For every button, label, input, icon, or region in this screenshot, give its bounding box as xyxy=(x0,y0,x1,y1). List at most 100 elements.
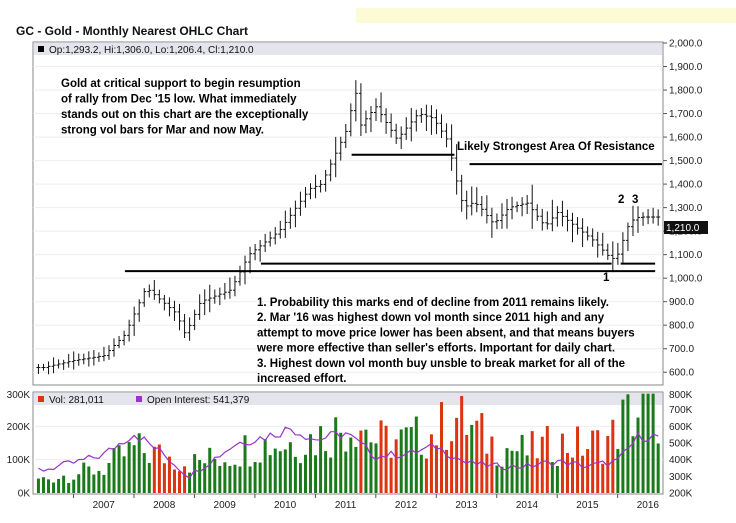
ohlc-bar xyxy=(636,206,641,233)
volume-bar xyxy=(419,454,423,493)
volume-bar xyxy=(263,439,267,493)
price-tick-label: 1,300.0 xyxy=(669,203,703,214)
ohlc-bar xyxy=(298,191,303,216)
ohlc-bar xyxy=(489,207,494,238)
last-price-box xyxy=(664,221,708,234)
volume-legend-bar xyxy=(34,393,662,405)
year-tick-label: 2015 xyxy=(576,500,599,511)
volume-bar xyxy=(283,449,287,493)
volume-bar xyxy=(364,429,368,493)
volume-bar xyxy=(505,448,509,493)
volume-bar xyxy=(389,457,393,493)
ohlc-bar xyxy=(449,124,454,171)
volume-bar xyxy=(157,444,161,493)
ohlc-bar xyxy=(484,195,489,224)
volume-bar xyxy=(429,434,433,493)
ohlc-bar xyxy=(323,169,328,192)
volume-bar xyxy=(384,425,388,493)
volume-bar xyxy=(470,424,474,493)
ohlc-bar xyxy=(288,207,293,229)
ohlc-bar xyxy=(358,83,363,136)
volume-bar xyxy=(47,479,51,493)
ohlc-bar xyxy=(248,246,253,274)
ohlc-bar xyxy=(187,317,192,341)
price-tick-label: 1,400.0 xyxy=(669,180,703,191)
volume-bar xyxy=(147,462,151,493)
volume-bar xyxy=(268,455,272,493)
volume-bar xyxy=(127,442,131,493)
ohlc-bar xyxy=(112,338,117,357)
volume-bar xyxy=(490,436,494,493)
analysis-note-line: increased effort. xyxy=(257,373,346,385)
volume-bar xyxy=(324,451,328,493)
price-tick-label: 2,000.0 xyxy=(669,39,703,50)
resistance-label: Likely Strongest Area Of Resistance xyxy=(457,141,655,153)
volume-bar xyxy=(550,462,554,493)
ohlc-bar xyxy=(212,289,217,304)
ohlc-bar xyxy=(328,159,333,182)
volume-bar xyxy=(193,454,197,493)
volume-bar xyxy=(238,466,242,493)
oi-tick-label: 400K xyxy=(669,455,693,466)
chart-title: GC - Gold - Monthly Nearest OHLC Chart xyxy=(16,24,248,38)
ohlc-bar xyxy=(71,351,76,370)
analysis-note-line: attempt to move price lower has been abs… xyxy=(257,327,635,339)
ohlc-bar xyxy=(81,353,86,365)
volume-bar xyxy=(586,449,590,493)
volume-bar xyxy=(495,465,499,493)
intro-note-line: stands out on this chart are the excepti… xyxy=(61,109,309,121)
ohlc-bar xyxy=(585,226,590,241)
volume-tick-label: 200K xyxy=(7,422,31,433)
ohlc-bar xyxy=(106,345,111,360)
ohlc-bar xyxy=(338,136,343,161)
year-tick-label: 2012 xyxy=(395,500,418,511)
ohlc-bar xyxy=(258,240,263,262)
year-tick-label: 2011 xyxy=(335,500,357,511)
intro-note-line: Gold at critical support to begin resump… xyxy=(61,78,301,90)
volume-bar xyxy=(611,419,615,493)
ohlc-bar xyxy=(348,103,353,137)
ohlc-bar xyxy=(132,306,137,336)
ohlc-bar xyxy=(268,231,273,247)
ohlc-bar xyxy=(419,108,424,123)
volume-bar xyxy=(303,454,307,493)
ohlc-bar xyxy=(142,288,147,307)
volume-bar xyxy=(223,462,227,493)
volume-bar xyxy=(344,451,348,493)
volume-bar xyxy=(248,466,252,493)
volume-bar xyxy=(278,451,282,493)
volume-bar xyxy=(198,460,202,493)
volume-bar xyxy=(167,456,171,493)
ohlc-bar xyxy=(540,208,545,231)
volume-bar xyxy=(434,445,438,493)
volume-bar xyxy=(601,463,605,493)
ohlc-bar xyxy=(414,109,419,132)
volume-bar xyxy=(329,457,333,493)
ohlc-bar xyxy=(394,123,399,144)
volume-bar xyxy=(394,439,398,493)
ohlc-bar xyxy=(474,187,479,213)
ohlc-bar xyxy=(641,212,646,226)
ohlc-bar xyxy=(232,275,237,297)
volume-bar xyxy=(319,426,323,493)
ohlc-bar xyxy=(122,330,127,346)
ohlc-bar xyxy=(459,174,464,212)
volume-bar xyxy=(107,462,111,493)
volume-bar xyxy=(359,430,363,493)
volume-bar xyxy=(450,441,454,493)
ohlc-bar xyxy=(363,110,368,134)
volume-bar xyxy=(102,474,106,493)
volume-bar xyxy=(540,436,544,493)
ohlc-bar xyxy=(494,213,499,230)
ohlc-bar xyxy=(656,209,661,226)
ohlc-bar xyxy=(520,197,525,217)
volume-bar xyxy=(92,474,96,493)
volume-bar xyxy=(641,393,645,493)
ohlc-bar xyxy=(172,300,177,321)
analysis-note-line: 2. Mar '16 was highest down vol month si… xyxy=(257,312,605,324)
volume-bar xyxy=(62,475,66,493)
ohlc-bar xyxy=(555,206,560,227)
volume-bar xyxy=(374,443,378,493)
ohlc-bar xyxy=(620,232,625,264)
ohlc-bar xyxy=(278,220,283,239)
